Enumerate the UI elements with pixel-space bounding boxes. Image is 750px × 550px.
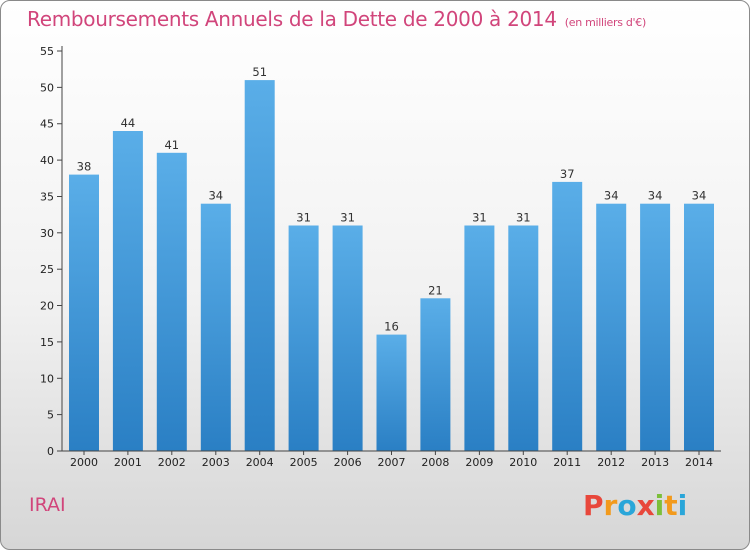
data-label: 41 [164,138,179,152]
bar [156,152,187,452]
chart-title: Remboursements Annuels de la Dette de 20… [27,7,646,31]
chart-title-text: Remboursements Annuels de la Dette de 20… [27,7,557,31]
x-tick-label: 2011 [553,456,581,469]
y-tick-label: 5 [47,409,54,422]
bar [376,334,407,451]
data-label: 37 [560,167,575,181]
x-tick-label: 2012 [597,456,625,469]
logo-letter: i [654,489,665,522]
logo-letter: t [664,489,678,522]
data-label: 51 [252,65,267,79]
chart-unit: (en milliers d'€) [564,16,646,29]
data-label: 38 [77,160,92,174]
logo-letter: x [636,489,655,522]
axes-group: 2000 2001 2002 2003 2004 2005 2006 2007 2008 2009… [40,45,721,469]
data-label: 31 [472,211,487,225]
proxiti-logo[interactable]: Proxiti [583,489,687,522]
data-label: 31 [340,211,355,225]
y-tick-label: 40 [40,154,54,167]
y-tick-label: 30 [40,227,54,240]
data-label: 34 [692,189,707,203]
logo-letter: r [603,489,618,522]
x-tick-label: 2013 [641,456,669,469]
bar [420,298,451,451]
x-tick-label: 2005 [290,456,318,469]
y-tick-label: 20 [40,300,54,313]
data-label: 16 [384,320,399,334]
y-tick-label: 15 [40,336,54,349]
bar [508,225,539,451]
logo-letter: i [677,489,688,522]
bar [332,225,363,451]
x-tick-label: 2007 [378,456,406,469]
y-tick-label: 45 [40,118,54,131]
x-tick-label: 2002 [158,456,186,469]
bar [69,174,99,451]
data-label: 34 [604,189,619,203]
commune-name: IRAI [29,494,66,516]
bars-group: 38 44 41 34 51 31 31 16 21 31 31 37 34 34 34 [69,65,714,452]
bar [112,131,143,451]
logo-letter: P [583,489,604,522]
x-tick-label: 2000 [70,456,98,469]
x-tick-label: 2008 [421,456,449,469]
y-tick-label: 10 [40,372,54,385]
data-label: 31 [296,211,311,225]
data-label: 21 [428,283,443,297]
x-tick-label: 2001 [114,456,142,469]
bar [552,181,583,451]
data-label: 34 [208,189,223,203]
y-tick-label: 0 [47,445,54,458]
x-tick-label: 2004 [246,456,274,469]
x-tick-label: 2009 [465,456,493,469]
x-tick-label: 2003 [202,456,230,469]
bar [200,203,231,451]
x-tick-label: 2006 [334,456,362,469]
y-tick-label: 55 [40,45,54,58]
data-label: 44 [121,116,136,130]
x-tick-label: 2014 [685,456,713,469]
y-tick-label: 25 [40,263,54,276]
bar [244,80,275,451]
x-tick-label: 2010 [509,456,537,469]
bar [288,225,319,451]
bar [684,203,714,451]
bar [640,203,671,451]
y-tick-label: 35 [40,191,54,204]
data-label: 31 [516,211,531,225]
y-tick-label: 50 [40,81,54,94]
logo-letter: o [617,489,637,522]
bar [464,225,495,451]
bar [596,203,627,451]
data-label: 34 [648,189,663,203]
